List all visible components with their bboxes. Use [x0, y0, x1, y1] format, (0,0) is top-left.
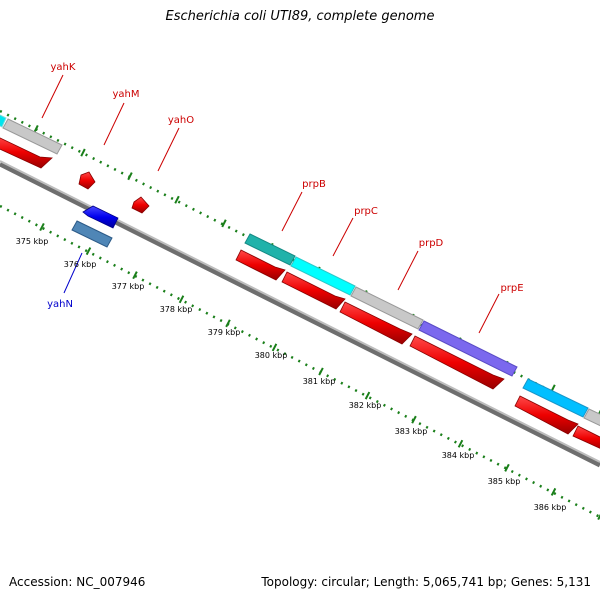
ruler-tick — [504, 463, 510, 472]
gene-class-box-prpD — [350, 286, 424, 330]
cds-arrow-yahM — [78, 171, 96, 190]
leader-line-yahN — [63, 252, 83, 294]
cog-class-track — [0, 114, 600, 427]
gene-label-leaders — [41, 74, 500, 334]
gene-class-box-prpB — [244, 233, 296, 266]
ruler-tick — [550, 487, 557, 496]
scale-label: 384 kbp — [442, 451, 475, 460]
inner-dotted-ruler — [0, 204, 600, 519]
leader-line-yahK — [41, 74, 64, 119]
ruler-tick — [597, 513, 600, 521]
gene-class-box-next-2 — [583, 408, 600, 427]
scale-label: 385 kbp — [488, 477, 521, 486]
gene-class-box-yahN — [71, 220, 113, 248]
cds-arrow-next-2 — [572, 425, 600, 449]
gene-class-box-prpE — [418, 320, 518, 377]
map-title: Escherichia coli UTI89, complete genome — [165, 9, 435, 24]
leader-line-yahM — [103, 102, 125, 146]
ruler-tick — [411, 415, 417, 424]
leader-line-prpD — [397, 250, 419, 291]
accession-text: Accession: NC_007946 — [9, 575, 146, 589]
scale-label: 375 kbp — [16, 237, 49, 246]
gene-class-box-next-1 — [522, 378, 589, 418]
scale-label: 383 kbp — [395, 427, 428, 436]
forward-cds-track — [0, 137, 600, 449]
gene-label-prpC: prpC — [354, 206, 378, 217]
backbone — [0, 160, 600, 463]
gene-label-yahN: yahN — [47, 299, 73, 310]
gene-label-prpD: prpD — [419, 238, 444, 249]
leader-line-prpE — [478, 293, 500, 334]
inner-major-ticks — [39, 222, 600, 521]
ruler-tick — [132, 271, 138, 280]
gene-class-box-prpC — [290, 256, 356, 296]
ruler-tick — [225, 319, 231, 328]
gene-label-yahK: yahK — [51, 62, 76, 73]
scale-label: 382 kbp — [349, 401, 382, 410]
gene-label-prpB: prpB — [302, 179, 326, 190]
ruler-tick — [178, 295, 185, 304]
gene-class-box-yahK — [2, 118, 63, 155]
gene-class-box-left-edge — [0, 114, 7, 128]
gene-label-yahO: yahO — [168, 115, 194, 126]
scale-labels: 375 kbp 376 kbp 377 kbp 378 kbp 379 kbp … — [16, 237, 567, 512]
cds-arrow-prpD — [339, 301, 413, 345]
scale-label: 377 kbp — [112, 282, 145, 291]
cds-arrow-prpC — [281, 271, 346, 310]
ruler-tick — [318, 367, 324, 376]
scale-label: 376 kbp — [64, 260, 97, 269]
scale-label: 380 kbp — [255, 351, 288, 360]
cds-arrow-prpB — [235, 249, 286, 281]
ruler-tick — [174, 195, 180, 204]
ruler-tick — [80, 148, 86, 157]
leader-line-prpC — [332, 217, 354, 257]
cds-arrow-yahO — [131, 196, 150, 214]
topology-text: Topology: circular; Length: 5,065,741 bp… — [261, 575, 591, 589]
cds-arrow-prpE — [409, 335, 505, 390]
scale-label: 386 kbp — [534, 503, 567, 512]
ruler-tick — [127, 172, 133, 181]
ruler-tick — [457, 439, 464, 448]
cds-arrow-yahN — [82, 205, 119, 229]
gene-label-yahM: yahM — [112, 89, 139, 100]
ruler-tick — [364, 391, 371, 400]
scale-label: 381 kbp — [303, 377, 336, 386]
scale-label: 378 kbp — [160, 305, 193, 314]
ruler-tick — [271, 343, 278, 352]
leader-line-yahO — [157, 127, 180, 172]
cds-arrow-next-1 — [514, 395, 579, 435]
ruler-tick — [221, 219, 227, 228]
cds-arrow-yahK — [0, 137, 53, 169]
ruler-tick — [39, 222, 45, 232]
leader-line-prpB — [281, 191, 303, 232]
scale-label: 379 kbp — [208, 328, 241, 337]
gene-labels: yahK yahM yahO yahN prpB prpC prpD prpE — [47, 62, 524, 310]
ruler-tick — [85, 247, 92, 256]
gene-label-prpE: prpE — [500, 283, 523, 294]
